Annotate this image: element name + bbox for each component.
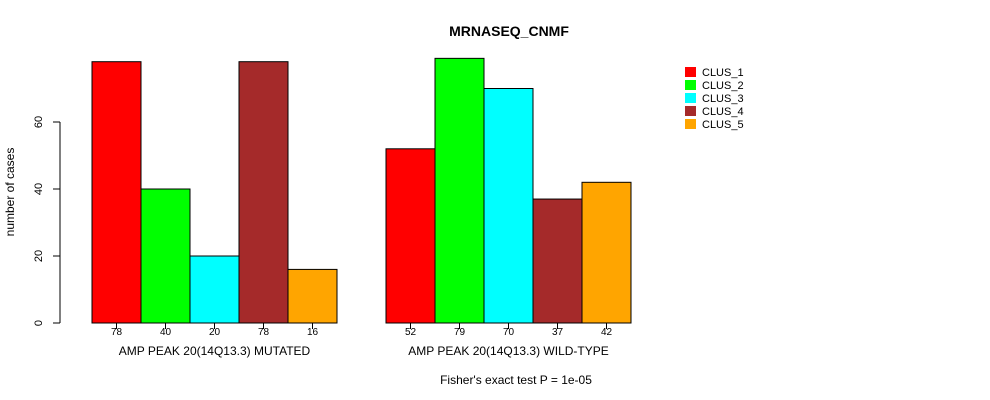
legend-label: CLUS_5 bbox=[702, 119, 744, 131]
bar bbox=[140, 188, 191, 324]
legend-label: CLUS_1 bbox=[702, 67, 744, 79]
y-tick-label: 0 bbox=[33, 320, 45, 326]
legend-swatch bbox=[685, 93, 696, 103]
legend-label: CLUS_3 bbox=[702, 93, 744, 105]
bar-value-label: 78 bbox=[258, 327, 270, 338]
legend-swatch bbox=[685, 67, 696, 77]
bar-value-label: 40 bbox=[160, 327, 172, 338]
bar bbox=[287, 268, 338, 324]
bar bbox=[434, 57, 485, 324]
chart-title: MRNASEQ_CNMF bbox=[449, 23, 569, 39]
y-tick-label: 20 bbox=[33, 250, 45, 262]
bar bbox=[532, 198, 583, 324]
bar-value-labels: 78 40 20 78 16 52 79 70 37 42 bbox=[111, 327, 613, 338]
y-tick-label: 40 bbox=[33, 183, 45, 195]
bar-value-label: 70 bbox=[503, 327, 515, 338]
bar bbox=[189, 255, 240, 324]
bar-value-label: 16 bbox=[307, 327, 319, 338]
bar bbox=[483, 88, 534, 324]
bar-value-label: 20 bbox=[209, 327, 221, 338]
legend-label: CLUS_2 bbox=[702, 80, 744, 92]
legend-label: CLUS_4 bbox=[702, 106, 744, 118]
group-labels: AMP PEAK 20(14Q13.3) MUTATED AMP PEAK 20(… bbox=[119, 344, 609, 358]
bar-value-label: 37 bbox=[552, 327, 564, 338]
group-label: AMP PEAK 20(14Q13.3) MUTATED bbox=[119, 344, 311, 358]
bar bbox=[581, 181, 632, 324]
bar bbox=[238, 61, 289, 324]
y-axis: 0 20 40 60 bbox=[33, 116, 61, 326]
legend-swatch bbox=[685, 106, 696, 116]
bar bbox=[385, 148, 436, 324]
bar-value-label: 79 bbox=[454, 327, 466, 338]
group-label: AMP PEAK 20(14Q13.3) WILD-TYPE bbox=[408, 344, 609, 358]
bar-value-label: 42 bbox=[601, 327, 613, 338]
bar-value-label: 78 bbox=[111, 327, 123, 338]
y-tick-label: 60 bbox=[33, 116, 45, 128]
bar bbox=[91, 61, 142, 324]
legend-swatch bbox=[685, 119, 696, 129]
legend-swatch bbox=[685, 80, 696, 90]
bar-value-label: 52 bbox=[405, 327, 417, 338]
bars bbox=[91, 57, 632, 324]
y-axis-label: number of cases bbox=[3, 148, 17, 237]
fisher-test-annotation: Fisher's exact test P = 1e-05 bbox=[440, 373, 592, 387]
x-axis-ticks bbox=[116, 322, 607, 329]
